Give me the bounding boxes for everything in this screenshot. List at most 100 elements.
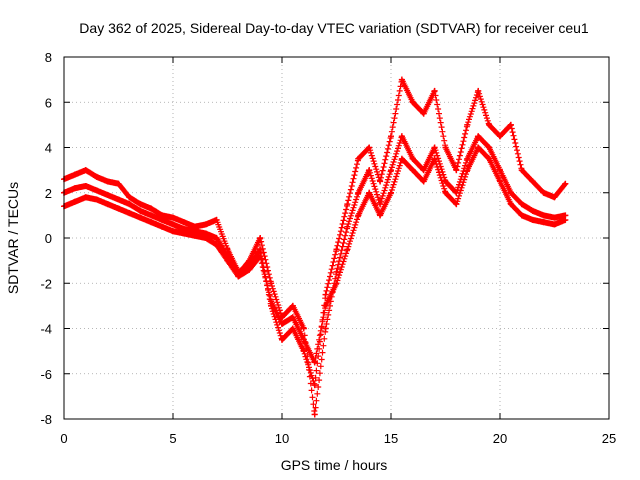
data-point <box>507 189 514 196</box>
data-point <box>551 194 558 201</box>
data-point <box>486 121 493 128</box>
x-tick-label: 5 <box>169 431 176 446</box>
data-point <box>137 214 144 221</box>
data-point <box>507 201 514 208</box>
data-point <box>93 173 100 180</box>
y-tick-label: -6 <box>40 367 52 382</box>
data-point <box>453 167 460 174</box>
data-point <box>71 198 78 205</box>
data-point <box>289 302 296 309</box>
data-point <box>202 235 209 241</box>
data-point <box>300 325 307 332</box>
data-point <box>431 155 438 162</box>
data-point <box>344 223 351 230</box>
data-point <box>398 155 405 162</box>
data-point <box>311 411 318 418</box>
y-tick-label: 0 <box>45 231 52 246</box>
data-point <box>355 155 362 162</box>
data-point <box>398 76 405 83</box>
data-point <box>71 171 78 178</box>
data-point <box>93 187 100 194</box>
axis-ticks: 0 5 10 15 20 25 -8 -6 -4 -2 0 2 4 6 8 <box>40 50 616 446</box>
data-point <box>475 87 482 94</box>
data-point <box>507 121 514 128</box>
data-point <box>279 336 285 343</box>
data-point <box>442 178 449 185</box>
y-tick-label: 2 <box>45 186 52 201</box>
data-point <box>311 382 318 389</box>
data-point <box>540 189 547 196</box>
data-point <box>333 246 340 253</box>
data-point <box>322 302 329 309</box>
x-tick-label: 20 <box>493 431 507 446</box>
x-tick-label: 0 <box>60 431 67 446</box>
data-point <box>115 180 122 187</box>
series-markers <box>61 144 568 366</box>
data-point <box>82 194 89 201</box>
data-point <box>486 144 493 151</box>
y-tick-label: 6 <box>45 95 52 110</box>
data-point <box>289 314 296 321</box>
data-point <box>344 201 351 208</box>
data-point <box>398 133 405 140</box>
data-point <box>409 167 416 174</box>
data-point <box>104 201 111 208</box>
x-axis-label: GPS time / hours <box>281 457 388 473</box>
data-point <box>279 320 285 327</box>
data-point <box>529 178 536 185</box>
data-point <box>170 214 176 221</box>
data-point <box>235 273 242 280</box>
data-point <box>257 235 264 241</box>
data-point <box>300 336 307 343</box>
data-point <box>322 325 329 332</box>
x-tick-label: 10 <box>275 431 289 446</box>
data-point <box>420 178 427 185</box>
data-point <box>420 167 427 174</box>
data-point <box>257 253 264 260</box>
data-point <box>104 178 111 185</box>
data-point <box>409 155 416 162</box>
data-point <box>453 201 460 208</box>
data-point <box>464 121 471 128</box>
data-point <box>388 167 394 174</box>
data-point <box>202 221 209 228</box>
data-point <box>322 291 329 298</box>
data-point <box>224 257 231 264</box>
data-point <box>409 99 416 106</box>
data-point <box>126 194 133 201</box>
data-point <box>333 280 340 287</box>
data-point <box>115 205 122 212</box>
x-tick-label: 25 <box>602 431 616 446</box>
data-point <box>115 196 122 203</box>
data-point <box>442 144 449 151</box>
data-point <box>551 221 558 228</box>
data-point <box>126 210 133 217</box>
data-point <box>148 205 155 212</box>
data-point <box>540 212 547 219</box>
data-point <box>377 178 384 185</box>
data-point <box>311 359 318 366</box>
y-tick-label: -8 <box>40 412 52 427</box>
data-point <box>148 212 155 219</box>
data-point <box>93 196 100 203</box>
data-point <box>159 223 166 230</box>
data-point <box>170 221 176 228</box>
data-point <box>126 201 133 208</box>
data-point <box>355 189 362 196</box>
data-point <box>82 167 89 174</box>
data-series-2 <box>61 133 569 418</box>
data-point <box>529 207 536 214</box>
data-point <box>268 298 275 305</box>
data-point <box>529 216 536 223</box>
data-point <box>246 266 253 273</box>
data-point <box>497 178 503 185</box>
data-point <box>562 180 569 187</box>
data-point <box>475 144 482 151</box>
data-point <box>388 189 394 196</box>
x-tick-label: 15 <box>384 431 398 446</box>
data-point <box>191 232 198 239</box>
data-point <box>71 185 78 192</box>
data-point <box>213 241 220 248</box>
data-point <box>420 110 427 117</box>
